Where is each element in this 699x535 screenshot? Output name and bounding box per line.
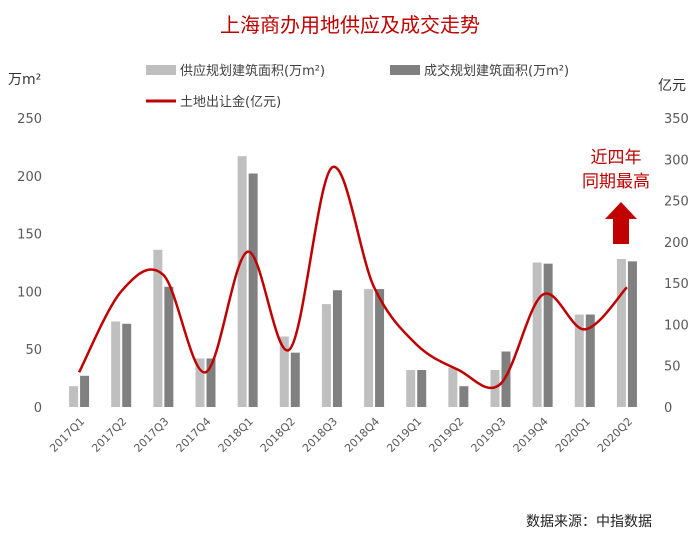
legend-swatch-deal (390, 65, 420, 75)
left-tick-label: 200 (17, 170, 42, 185)
bar-deal (459, 386, 469, 407)
right-tick-label: 200 (664, 236, 689, 251)
bar-supply (364, 289, 374, 407)
x-tick-label: 2019Q4 (511, 415, 551, 455)
bar-supply (406, 370, 416, 407)
bar-supply (616, 259, 626, 407)
x-tick-label: 2017Q2 (89, 415, 129, 455)
legend-swatch-supply (146, 65, 176, 75)
bar-deal (206, 358, 216, 407)
left-tick-label: 100 (17, 285, 42, 300)
legend-label-supply: 供应规划建筑面积(万m²) (180, 63, 325, 79)
bar-deal (164, 286, 174, 407)
bar-supply (111, 321, 121, 407)
bar-deal (417, 370, 427, 407)
left-tick-label: 250 (17, 112, 42, 127)
bar-deal (122, 323, 132, 407)
bar-deal (501, 351, 511, 407)
x-tick-label: 2019Q3 (469, 415, 509, 455)
annotation-line1: 近四年 (591, 148, 642, 168)
bar-deal (543, 263, 553, 407)
right-tick-label: 350 (664, 112, 689, 127)
bar-supply (195, 358, 205, 407)
bar-deal (375, 289, 385, 407)
bar-deal (627, 261, 637, 407)
bar-supply (321, 304, 331, 407)
x-tick-label: 2017Q3 (131, 415, 171, 455)
bar-deal (290, 352, 300, 407)
left-axis-unit: 万m² (8, 72, 41, 88)
x-tick-label: 2018Q3 (300, 415, 340, 455)
bar-supply (279, 336, 289, 407)
x-tick-label: 2019Q1 (384, 415, 424, 455)
legend: 供应规划建筑面积(万m²) 成交规划建筑面积(万m²) 土地出让金(亿元) (146, 63, 569, 110)
bar-deal (332, 290, 342, 407)
x-tick-label: 2018Q1 (216, 415, 256, 455)
bar-supply (532, 262, 542, 407)
bar-supply (237, 156, 247, 407)
x-tick-label: 2018Q2 (258, 415, 298, 455)
right-tick-label: 100 (664, 318, 689, 333)
left-tick-label: 50 (25, 343, 42, 358)
bar-supply (574, 314, 584, 407)
line-revenue (77, 165, 628, 390)
annotation-line2: 同期最高 (582, 172, 650, 192)
legend-label-deal: 成交规划建筑面积(万m²) (424, 63, 569, 79)
annotation: 近四年 同期最高 (582, 148, 650, 244)
x-tick-label: 2020Q2 (595, 415, 635, 455)
right-tick-label: 50 (664, 360, 681, 375)
x-tick-label: 2020Q1 (553, 415, 593, 455)
right-tick-label: 150 (664, 277, 689, 292)
bar-deal (80, 375, 90, 407)
left-tick-label: 150 (17, 228, 42, 243)
annotation-arrow-up (605, 202, 637, 244)
right-axis-unit: 亿元 (658, 78, 686, 94)
x-tick-label: 2018Q4 (342, 415, 382, 455)
legend-label-revenue: 土地出让金(亿元) (180, 94, 281, 110)
bar-supply (153, 249, 163, 407)
x-tick-label: 2017Q1 (47, 415, 87, 455)
bar-supply (448, 367, 458, 407)
source-note: 数据来源：中指数据 (526, 514, 652, 530)
right-tick-label: 250 (664, 195, 689, 210)
bar-supply (69, 386, 79, 407)
right-tick-label: 0 (664, 401, 672, 416)
right-tick-label: 300 (664, 153, 689, 168)
chart-title: 上海商办用地供应及成交走势 (220, 13, 480, 37)
x-tick-label: 2017Q4 (174, 415, 214, 455)
bar-deal (248, 173, 258, 407)
x-tick-label: 2019Q2 (426, 415, 466, 455)
bar-deal (585, 314, 595, 407)
left-tick-label: 0 (34, 401, 42, 416)
